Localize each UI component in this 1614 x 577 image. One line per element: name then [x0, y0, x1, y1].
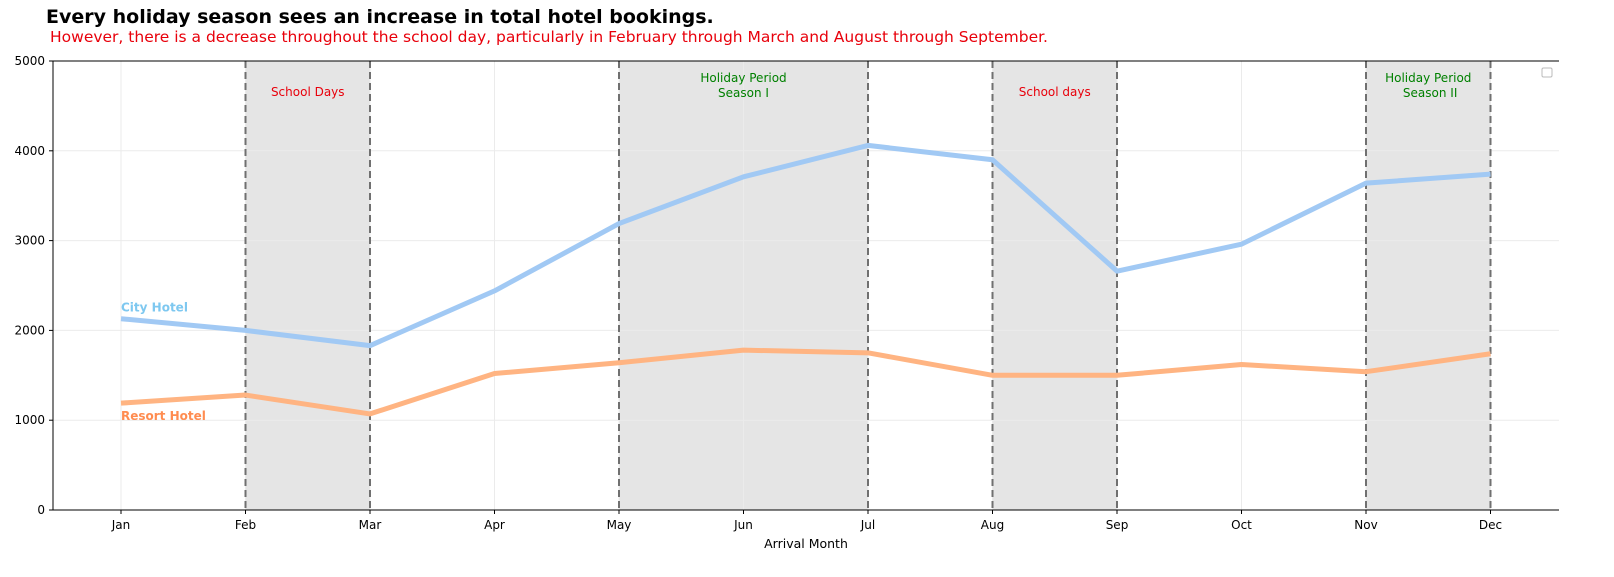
- y-tick-label: 0: [37, 503, 45, 517]
- x-axis-label: Arrival Month: [764, 536, 848, 551]
- series-line-resort-hotel: [120, 347, 1491, 417]
- shaded-region: [245, 61, 370, 510]
- series-line-city-hotel: [120, 142, 1491, 349]
- chart-subtitle: However, there is a decrease throughout …: [50, 28, 1048, 46]
- x-tick-label: Jul: [860, 518, 875, 532]
- series-label: City Hotel: [121, 301, 188, 315]
- y-tick-label: 2000: [14, 323, 45, 337]
- region-label: Holiday Period Season II: [1385, 71, 1471, 100]
- x-tick-label: Apr: [484, 518, 505, 532]
- y-tick-label: 4000: [14, 144, 45, 158]
- axes: 0 1000 2000 3000 4000 5000 Jan Feb Mar Apr May Jun J…: [14, 54, 1559, 551]
- x-tick-label: Dec: [1479, 518, 1502, 532]
- region-label: School Days: [271, 85, 345, 99]
- region-boundaries: [244, 61, 1492, 510]
- x-tick-label: May: [607, 518, 632, 532]
- x-tick-label: Sep: [1106, 518, 1129, 532]
- y-tick-label: 5000: [14, 54, 45, 68]
- shaded-region: [992, 61, 1117, 510]
- y-tick-label: 1000: [14, 413, 45, 427]
- chart-title: Every holiday season sees an increase in…: [46, 6, 714, 28]
- x-tick-label: Nov: [1354, 518, 1377, 532]
- x-tick-label: Mar: [359, 518, 382, 532]
- x-tick-label: Jan: [111, 518, 131, 532]
- series-label: Resort Hotel: [121, 409, 206, 423]
- x-tick-label: Oct: [1231, 518, 1252, 532]
- shaded-regions: [245, 61, 1491, 510]
- annotations: School Days Holiday Period Season I School …: [121, 71, 1471, 423]
- y-tick-label: 3000: [14, 234, 45, 248]
- shaded-region: [1366, 61, 1491, 510]
- series-lines: [120, 142, 1491, 417]
- region-label: Holiday Period Season I: [700, 71, 786, 100]
- legend-box: [1541, 67, 1553, 78]
- region-label: School days: [1019, 85, 1091, 99]
- x-tick-label: Aug: [981, 518, 1004, 532]
- x-tick-label: Feb: [235, 518, 256, 532]
- x-tick-label: Jun: [733, 518, 753, 532]
